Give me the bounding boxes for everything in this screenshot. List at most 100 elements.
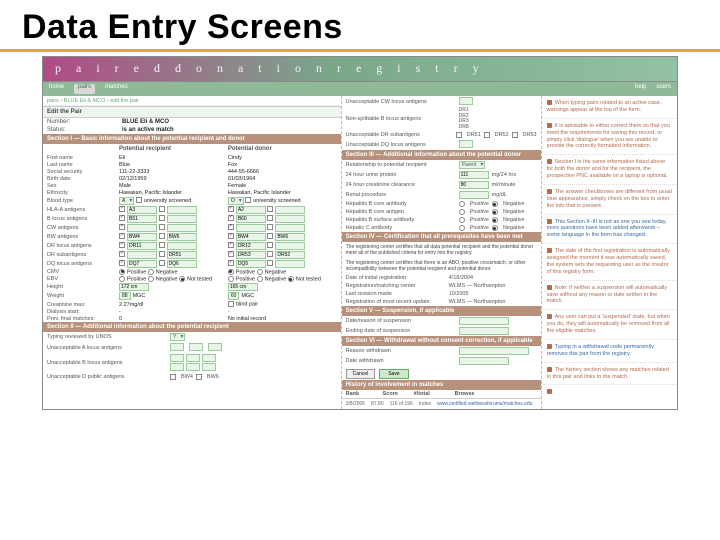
withdraw-reason[interactable] [459,347,529,355]
antigen-input[interactable] [127,242,157,250]
section-3-header: Section III — Additional information abo… [342,150,541,160]
breadcrumb[interactable]: pairs › BLUE Eli & MCO › edit the pair [43,96,341,106]
donor-cmv-neg[interactable] [257,269,263,275]
antigen-input[interactable] [127,206,157,214]
susp-end[interactable] [459,327,509,335]
gb[interactable] [170,343,184,351]
recip-blood[interactable]: A [119,197,134,205]
antigen-input[interactable] [127,251,157,259]
help-note [542,384,677,400]
withdraw-date[interactable] [459,357,509,365]
recip-ebv-neg[interactable] [148,276,154,282]
creat-input[interactable] [459,181,489,189]
antigen-input[interactable] [167,242,197,250]
recip-ebv-na[interactable] [179,276,185,282]
antigen-input[interactable] [127,233,157,241]
antigen-input[interactable] [275,233,305,241]
recip-ebv-pos[interactable] [119,276,125,282]
antigen-input[interactable] [167,233,197,241]
donor-ebv-na[interactable] [288,276,294,282]
antigen-input[interactable] [275,260,305,268]
help-note: Any user can put a 'suspended' state, bu… [542,309,677,339]
nav-bar: home pairs matches help users [42,82,678,96]
antigen-input[interactable] [127,224,157,232]
donor-ebv-neg[interactable] [257,276,263,282]
donor-blood[interactable]: O [228,197,244,205]
s2-r1: Unacceptable A locus antigens [47,345,167,351]
antigen-input[interactable] [236,260,266,268]
bw4-chk[interactable] [170,374,176,380]
antigen-input[interactable] [236,224,266,232]
antigen-input[interactable] [275,251,305,259]
gb[interactable] [186,354,200,362]
nav-help[interactable]: help [635,84,646,94]
antigen-input[interactable] [236,233,266,241]
nav-pairs[interactable]: pairs [74,84,95,94]
donor-weight: 60 [228,292,240,300]
antigen-input[interactable] [127,260,157,268]
nav-users[interactable]: users [656,84,671,94]
section-2-header: Section II — Additional information abou… [43,322,341,332]
s4r1v: WLMS — Northampton [449,283,506,289]
recip-sex: Male [119,183,228,189]
susp-date[interactable] [459,317,509,325]
donor-first: Cindy [228,155,337,161]
donor-blood-chk[interactable] [245,197,251,203]
bw6-chk[interactable] [196,374,202,380]
cancel-button[interactable]: Cancel [346,369,376,379]
gb[interactable] [459,97,473,105]
antigen-input[interactable] [236,215,266,223]
antigen-input[interactable] [167,251,197,259]
pair-number: BLUE Eli & MCO [122,119,169,125]
weight-label: Weight [47,293,119,299]
gb[interactable] [189,343,203,351]
gb[interactable] [202,363,216,371]
s4r3v: WLMS — Northampton [449,299,506,305]
urine-input[interactable] [459,171,489,179]
rel-sel[interactable]: Parent [459,161,486,169]
antigen-input[interactable] [236,242,266,250]
antigen-input[interactable] [275,215,305,223]
gb[interactable] [170,354,184,362]
antigen-input[interactable] [167,224,197,232]
c2r0: Unacceptable CW locus antigens [346,99,456,105]
nav-matches[interactable]: matches [105,84,128,94]
recip-cmv-pos[interactable] [119,269,125,275]
antigen-input[interactable] [167,260,197,268]
antigen-input[interactable] [275,206,305,214]
nav-home[interactable]: home [49,84,64,94]
gb[interactable] [459,140,473,148]
blind-chk[interactable] [228,301,234,307]
renal-input[interactable] [459,191,489,199]
s3r2: 24 hour creatinine clearance [346,182,456,188]
donor-height[interactable] [228,283,258,291]
recip-cmv-neg[interactable] [148,269,154,275]
help-notes-column: When typing pairs related to an active c… [542,96,677,409]
donor-dob: 01/03/1964 [228,176,337,182]
recip-eth: Hawaiian, Pacific Islander [119,190,228,196]
c2r2: Unacceptable DR subantigens [346,132,453,138]
antigen-input[interactable] [275,224,305,232]
antigen-input[interactable] [167,206,197,214]
gb[interactable] [202,354,216,362]
recip-height[interactable] [119,283,149,291]
gb[interactable] [208,343,222,351]
antigen-input[interactable] [127,215,157,223]
donor-ebv-pos[interactable] [228,276,234,282]
dr51[interactable] [456,132,462,138]
antigen-input[interactable] [236,251,266,259]
antigen-input[interactable] [167,215,197,223]
gb[interactable] [170,363,184,371]
dr53[interactable] [512,132,518,138]
dr52[interactable] [484,132,490,138]
recip-blood-chk[interactable] [136,197,142,203]
recip-first: Eli [119,155,228,161]
antigen-input[interactable] [236,206,266,214]
antigen-input[interactable] [275,242,305,250]
gb[interactable] [186,363,200,371]
donor-cmv-pos[interactable] [228,269,234,275]
unos-sel[interactable]: Y [170,333,185,341]
save-button[interactable]: Save [379,369,408,379]
recip-last: Blue [119,162,228,168]
history-row[interactable]: 3/8/2005 87.80 116 of 196 Index www.cert… [342,398,541,409]
